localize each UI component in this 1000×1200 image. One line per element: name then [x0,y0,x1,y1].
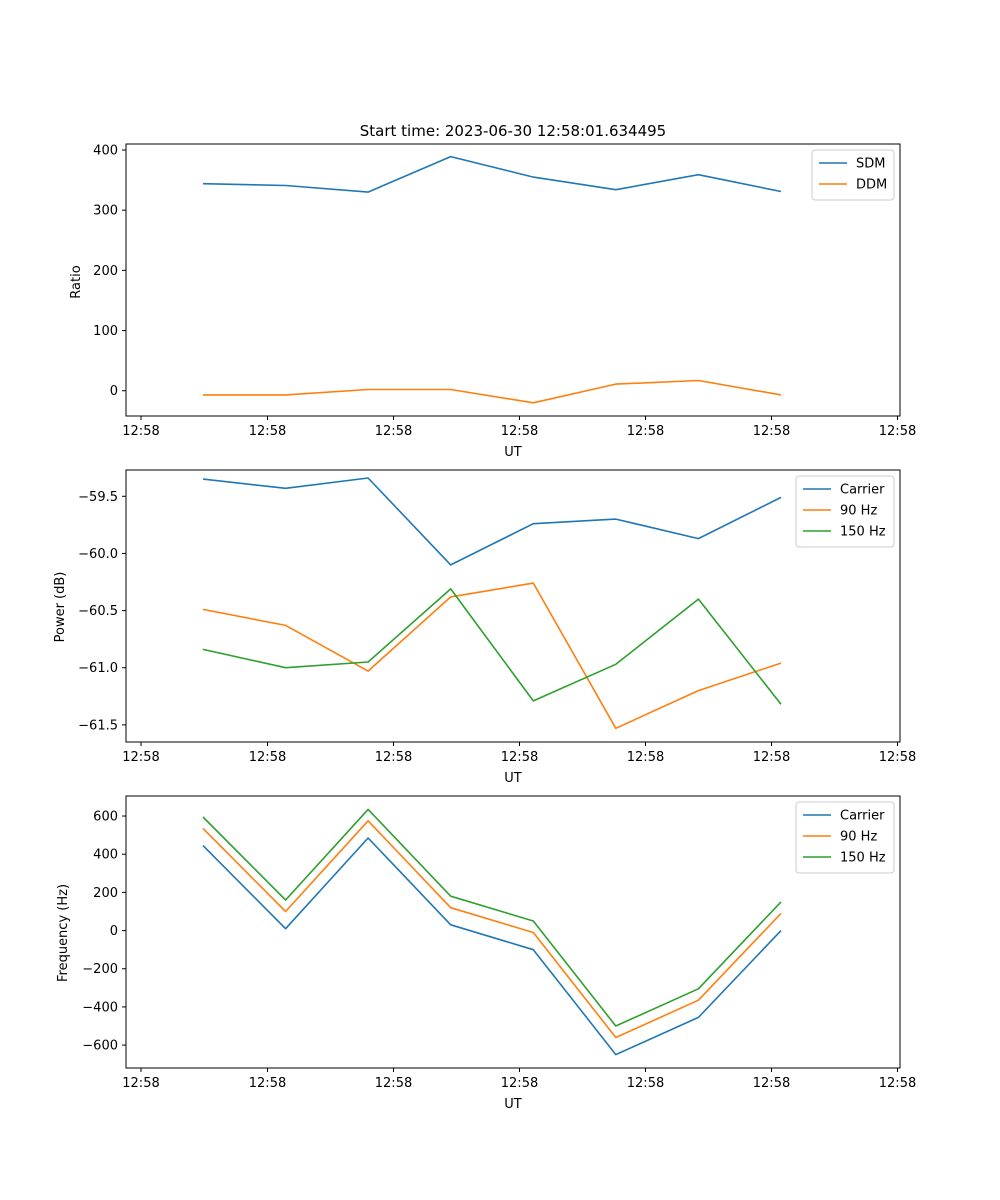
frequency-legend-label: 90 Hz [840,830,877,845]
power-xtick-label: 12:58 [627,750,664,765]
frequency-ytick-label: −200 [82,962,118,977]
power-legend-label: 90 Hz [840,504,877,519]
figure-title: Start time: 2023-06-30 12:58:01.634495 [360,122,666,140]
power-legend [795,475,895,548]
frequency-legend [795,801,895,874]
frequency-xtick-label: 12:58 [249,1076,286,1091]
ratio-ylabel: Ratio [69,265,84,298]
power-xtick-label: 12:58 [375,750,412,765]
frequency-ytick-label: 600 [93,810,118,825]
power-xtick-label: 12:58 [753,750,790,765]
ratio-ytick-label: 200 [93,264,118,279]
power-ytick-label: −60.5 [78,604,118,619]
frequency-ytick-label: 0 [110,924,118,939]
power-panel: UT Power (dB) 12:58 12:58 12:58 12:58 12:58 1… [53,469,916,786]
power-ytick-label: −59.5 [78,490,118,505]
power-xtick-label: 12:58 [249,750,286,765]
power-xtick-label: 12:58 [501,750,538,765]
ratio-legend-label: SDM [856,157,885,172]
frequency-ytick-label: −600 [82,1039,118,1054]
frequency-xtick-label: 12:58 [122,1076,159,1091]
frequency-ytick-label: −400 [82,1000,118,1015]
power-series-line-0 [202,477,782,566]
frequency-legend-label: Carrier [840,809,885,824]
power-ytick-label: −60.0 [78,547,118,562]
frequency-series-line-2 [202,808,782,1027]
ratio-axes-frame [125,143,901,417]
frequency-axes-frame [125,795,901,1069]
frequency-xtick-label: 12:58 [753,1076,790,1091]
frequency-xlabel: UT [504,1097,522,1112]
ratio-ytick-label: 400 [93,144,118,159]
ratio-xtick-label: 12:58 [122,424,159,439]
frequency-ytick-label: 200 [93,886,118,901]
power-xlabel: UT [504,771,522,786]
power-ytick-label: −61.5 [78,718,118,733]
frequency-series-line-0 [202,837,782,1056]
ratio-panel: UT Ratio 12:58 12:58 12:58 12:58 12:58 12:58 1… [69,143,916,460]
ratio-xtick-label: 12:58 [753,424,790,439]
frequency-legend-label: 150 Hz [840,851,886,866]
ratio-ytick-label: 300 [93,204,118,219]
power-legend-label: Carrier [840,483,885,498]
power-axes-frame [125,469,901,743]
frequency-panel: UT Frequency (Hz) 12:58 12:58 12:58 12:58 12… [56,795,916,1112]
ratio-xtick-label: 12:58 [501,424,538,439]
frequency-ylabel: Frequency (Hz) [56,884,71,982]
ratio-xtick-label: 12:58 [627,424,664,439]
power-series-line-1 [202,582,782,730]
frequency-series-line-1 [202,819,782,1039]
ratio-xtick-label: 12:58 [375,424,412,439]
ratio-xlabel: UT [504,445,522,460]
power-ylabel: Power (dB) [53,572,68,643]
ratio-xtick-label: 12:58 [249,424,286,439]
frequency-xtick-label: 12:58 [501,1076,538,1091]
power-series-line-2 [202,588,782,705]
frequency-xtick-label: 12:58 [627,1076,664,1091]
power-xtick-label: 12:58 [879,750,916,765]
ratio-series-line-0 [202,155,782,193]
ratio-series-line-1 [203,379,782,404]
ratio-legend-label: DDM [856,178,887,193]
ratio-ytick-label: 100 [93,324,118,339]
power-legend-label: 150 Hz [840,525,886,540]
ratio-xtick-label: 12:58 [879,424,916,439]
ratio-ytick-label: 0 [110,384,118,399]
frequency-xtick-label: 12:58 [879,1076,916,1091]
frequency-ytick-label: 400 [93,848,118,863]
frequency-xtick-label: 12:58 [375,1076,412,1091]
power-xtick-label: 12:58 [122,750,159,765]
power-ytick-label: −61.0 [78,661,118,676]
